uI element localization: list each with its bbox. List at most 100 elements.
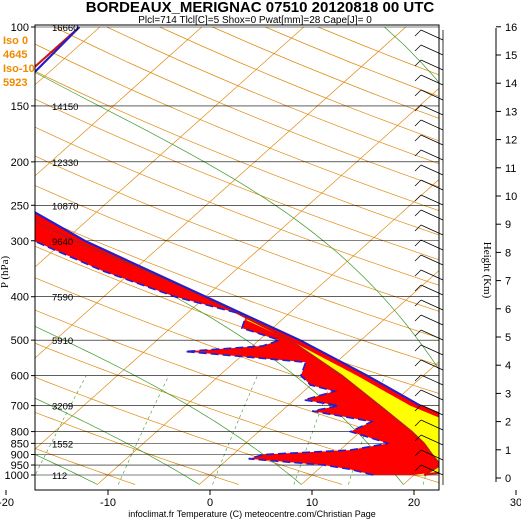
wind-barb-flag — [414, 164, 422, 172]
height-tick-label: 9 — [505, 219, 511, 231]
wind-barb-flag — [414, 179, 422, 187]
p-tick-label: 1000 — [5, 470, 29, 482]
dewpoint-line — [35, 240, 389, 476]
chart-title: BORDEAUX_MERIGNAC 07510 20120818 00 UTC — [86, 0, 435, 16]
wind-barb — [420, 254, 444, 266]
wind-barb — [420, 224, 444, 236]
wind-barb — [420, 29, 444, 41]
wind-barb-flag — [414, 419, 422, 427]
moist-adiabat-line — [35, 325, 302, 485]
wind-barb-flag — [414, 389, 422, 397]
geopotential-label: 1552 — [52, 439, 73, 450]
mixing-ratio-line — [293, 375, 335, 485]
dry-adiabat-line — [35, 245, 439, 394]
wind-barb — [420, 269, 444, 281]
p-tick-label: 500 — [11, 335, 29, 347]
wind-barb-flag — [414, 194, 422, 202]
height-axis-label: Height (Km) — [481, 242, 493, 299]
dry-adiabat-line — [35, 309, 439, 453]
wind-barb-flag — [414, 239, 422, 247]
temperature-line — [35, 26, 421, 407]
wind-barb-flag — [414, 74, 422, 82]
height-tick-label: 4 — [505, 360, 511, 372]
wind-barb-flag — [414, 344, 422, 352]
dry-adiabat-line — [106, 26, 439, 165]
geopotential-label: 16660 — [52, 23, 78, 34]
wind-barb-flag — [414, 374, 422, 382]
p-tick-label: 100 — [11, 22, 29, 34]
wind-barb-flag — [414, 44, 422, 52]
wind-barb-flag — [414, 89, 422, 97]
wind-barb — [420, 134, 444, 146]
wind-barb-flag — [414, 434, 422, 442]
wind-barb — [420, 209, 444, 221]
wind-barb — [420, 314, 444, 326]
p-tick-label: 250 — [11, 200, 29, 212]
wind-barb — [420, 119, 444, 131]
dry-adiabat-line — [53, 26, 439, 188]
iso0-label: Iso 0 — [3, 35, 28, 47]
y-axis-label: P (hPa) — [0, 256, 11, 289]
chart-axes: -30-20-100102030401000950900850800700600… — [0, 22, 521, 509]
dry-adiabat-line — [35, 277, 439, 423]
isotherm-line — [97, 179, 439, 485]
wind-barb — [420, 284, 444, 296]
wind-barb — [420, 194, 444, 206]
wind-barb-flag — [414, 29, 422, 37]
height-tick-label: 3 — [505, 388, 511, 400]
cape-area — [35, 212, 439, 475]
wind-barb — [420, 44, 444, 56]
p-tick-label: 900 — [11, 450, 29, 462]
wind-barb — [420, 74, 444, 86]
wind-barb — [420, 299, 444, 311]
parcel-line — [35, 26, 439, 476]
iso-10-value: 5923 — [3, 77, 27, 89]
wind-barb-flag — [414, 269, 422, 277]
mixing-ratio-line — [35, 375, 87, 477]
p-tick-label: 300 — [11, 236, 29, 248]
height-tick-label: 2 — [505, 417, 511, 429]
wind-barb-flag — [414, 134, 422, 142]
wind-barb — [420, 239, 444, 251]
height-tick-label: 16 — [505, 22, 517, 34]
iso-10-label: Iso-10 — [3, 63, 35, 75]
wind-barb-flag — [414, 104, 422, 112]
x-tick-label: 20 — [408, 497, 420, 509]
height-tick-label: 0 — [505, 473, 511, 485]
chart-fill-areas — [35, 212, 439, 475]
plot-frame — [34, 24, 440, 491]
dry-adiabat-line — [35, 185, 439, 339]
geopotential-label: 7590 — [52, 293, 73, 304]
wind-barb — [420, 374, 444, 386]
wind-barb — [420, 179, 444, 191]
height-tick-label: 11 — [505, 163, 516, 175]
mixing-ratio-line — [212, 375, 258, 485]
dry-adiabat-line — [35, 376, 343, 485]
wind-barb — [420, 59, 444, 71]
wind-barb — [420, 89, 444, 101]
wind-barb — [420, 149, 444, 161]
wind-barb — [420, 449, 444, 461]
wind-barb-flag — [414, 119, 422, 127]
dry-adiabat-line — [35, 155, 439, 312]
p-tick-label: 200 — [11, 157, 29, 169]
height-tick-label: 14 — [505, 78, 517, 90]
wind-barb-flag — [414, 314, 422, 322]
height-tick-label: 15 — [505, 50, 517, 62]
p-tick-label: 400 — [11, 292, 29, 304]
geopotential-label: 10870 — [52, 201, 78, 212]
height-tick-label: 12 — [505, 135, 517, 147]
height-tick-label: 1 — [505, 445, 511, 457]
height-tick-label: 5 — [505, 332, 511, 344]
x-tick-label: -20 — [0, 497, 14, 509]
moist-adiabat-line — [35, 397, 200, 485]
height-tick-label: 6 — [505, 304, 511, 316]
wind-barb-flag — [414, 464, 422, 472]
wind-barb-flag — [414, 329, 422, 337]
dry-adiabat-line — [35, 98, 439, 261]
geopotential-label: 9640 — [52, 237, 73, 248]
wind-barb — [420, 464, 444, 476]
height-tick-label: 8 — [505, 247, 511, 259]
chart-footer: infoclimat.fr Temperature (C) meteocentr… — [128, 509, 375, 519]
